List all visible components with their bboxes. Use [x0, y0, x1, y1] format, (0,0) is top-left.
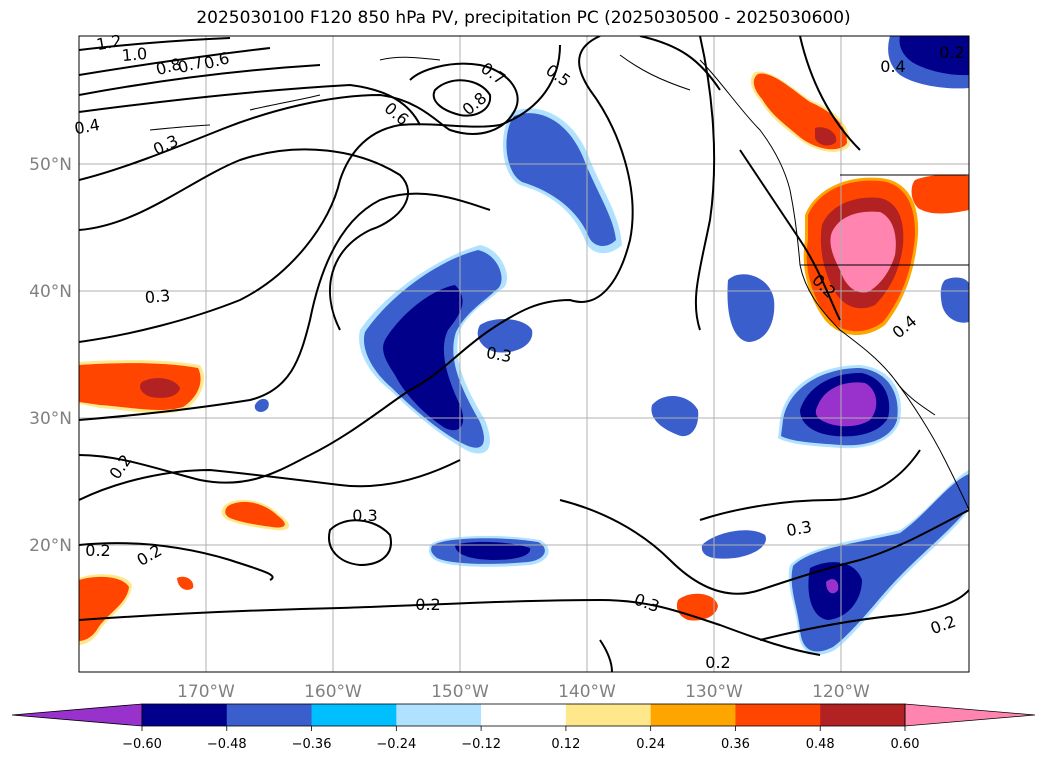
- colorbar-segment: [565, 704, 652, 726]
- precipitation-shading: [79, 36, 969, 655]
- precip-region: [940, 277, 969, 323]
- contour-label: 1.0: [121, 44, 148, 65]
- precip-region: [477, 318, 533, 353]
- colorbar-segment: [142, 704, 228, 726]
- precip-region: [506, 113, 616, 247]
- pv-contours: [79, 36, 969, 672]
- precip-region: [911, 174, 969, 214]
- contour-label: 0.3: [352, 506, 377, 525]
- colorbar-tick-label: −0.12: [461, 737, 501, 752]
- colorbar-extend-low: [11, 703, 143, 727]
- chart-title: 2025030100 F120 850 hPa PV, precipitatio…: [196, 8, 851, 28]
- precip-region: [701, 530, 766, 559]
- colorbar-tick-label: 0.24: [636, 737, 665, 752]
- contour-label: 0.2: [939, 43, 964, 62]
- contour-label: 0.4: [880, 57, 905, 76]
- colorbar-segment: [735, 704, 821, 726]
- contour-label: 0.3: [785, 517, 813, 540]
- precip-region: [79, 576, 129, 641]
- lat-label-50: 50°N: [29, 155, 72, 175]
- contour-labels: 1.21.0 0.80.70.60.40.30.70.80.60.5 0.40.3 0…: [73, 31, 965, 672]
- precip-region: [79, 363, 201, 411]
- colorbar-segment: [311, 704, 397, 726]
- contour-label: 0.3: [485, 343, 513, 366]
- contour-label: 0.4: [73, 115, 101, 138]
- lon-label-130w: 130°W: [685, 682, 743, 702]
- colorbar: −0.60 −0.48 −0.36 −0.24 −0.12 0.12 0.24 0.36 0.4…: [11, 703, 1036, 752]
- colorbar-tick-label: −0.60: [122, 737, 162, 752]
- lon-label-170w: 170°W: [177, 682, 235, 702]
- colorbar-frame: [141, 703, 906, 727]
- precip-region: [177, 576, 194, 590]
- colorbar-segment: [396, 704, 482, 726]
- precip-region: [651, 395, 699, 437]
- contour-label: 0.3: [144, 286, 171, 307]
- contour-label: 0.2: [705, 653, 730, 672]
- lat-label-30: 30°N: [29, 409, 72, 429]
- colorbar-tick-label: 0.36: [721, 737, 750, 752]
- colorbar-segment: [650, 704, 736, 726]
- precip-region: [140, 378, 180, 398]
- contour-label: 0.2: [85, 541, 110, 560]
- colorbar-tick-label: −0.24: [376, 737, 416, 752]
- lat-label-20: 20°N: [29, 536, 72, 556]
- precip-region: [815, 382, 877, 427]
- lon-label-150w: 150°W: [431, 682, 489, 702]
- precip-region: [383, 285, 464, 431]
- colorbar-segment: [226, 704, 313, 726]
- colorbar-tick-label: 0.12: [551, 737, 580, 752]
- precip-region: [254, 398, 269, 412]
- colorbar-tick-label: 0.48: [806, 737, 835, 752]
- precip-region: [225, 501, 285, 528]
- lon-label-140w: 140°W: [558, 682, 616, 702]
- colorbar-tick-label: −0.36: [292, 737, 332, 752]
- latitude-labels: 50°N 40°N 30°N 20°N: [29, 155, 72, 556]
- lon-label-160w: 160°W: [304, 682, 362, 702]
- precip-region: [899, 36, 969, 76]
- colorbar-tick-label: 0.60: [891, 737, 920, 752]
- colorbar-segment: [481, 704, 567, 726]
- precip-region: [455, 541, 531, 560]
- precip-region: [830, 211, 896, 293]
- lon-label-120w: 120°W: [812, 682, 870, 702]
- precip-region: [826, 579, 839, 594]
- lat-label-40: 40°N: [29, 282, 72, 302]
- longitude-labels: 170°W 160°W 150°W 140°W 130°W 120°W: [177, 682, 870, 702]
- contour-label: 0.2: [415, 595, 440, 614]
- map-frame: [78, 35, 970, 673]
- contour-label: 1.2: [95, 31, 123, 54]
- colorbar-tick-label: −0.48: [207, 737, 247, 752]
- precip-region: [815, 127, 837, 146]
- colorbar-extend-high: [904, 703, 1036, 727]
- coastlines: [149, 54, 969, 511]
- colorbar-segment: [820, 704, 906, 726]
